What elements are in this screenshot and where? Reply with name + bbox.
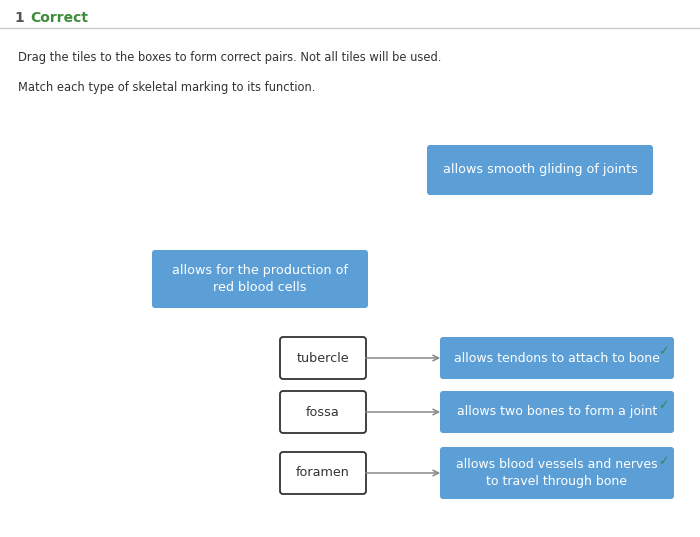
Text: fossa: fossa	[306, 405, 340, 418]
Text: allows tendons to attach to bone: allows tendons to attach to bone	[454, 352, 660, 365]
Text: allows for the production of
red blood cells: allows for the production of red blood c…	[172, 264, 348, 294]
Text: allows blood vessels and nerves
to travel through bone: allows blood vessels and nerves to trave…	[456, 458, 658, 488]
FancyBboxPatch shape	[440, 337, 674, 379]
Text: tubercle: tubercle	[297, 352, 349, 365]
Text: Drag the tiles to the boxes to form correct pairs. Not all tiles will be used.: Drag the tiles to the boxes to form corr…	[18, 52, 442, 64]
FancyBboxPatch shape	[280, 452, 366, 494]
FancyBboxPatch shape	[427, 145, 653, 195]
Text: allows smooth gliding of joints: allows smooth gliding of joints	[442, 163, 638, 177]
FancyBboxPatch shape	[280, 391, 366, 433]
Text: ✓: ✓	[659, 455, 669, 468]
FancyBboxPatch shape	[280, 337, 366, 379]
Text: Correct: Correct	[30, 11, 88, 25]
Text: foramen: foramen	[296, 467, 350, 480]
Text: ✓: ✓	[659, 345, 669, 358]
Text: 1: 1	[14, 11, 24, 25]
Text: allows two bones to form a joint: allows two bones to form a joint	[457, 405, 657, 418]
FancyBboxPatch shape	[440, 391, 674, 433]
Text: Match each type of skeletal marking to its function.: Match each type of skeletal marking to i…	[18, 82, 316, 95]
Text: ✓: ✓	[659, 399, 669, 412]
FancyBboxPatch shape	[440, 447, 674, 499]
FancyBboxPatch shape	[152, 250, 368, 308]
